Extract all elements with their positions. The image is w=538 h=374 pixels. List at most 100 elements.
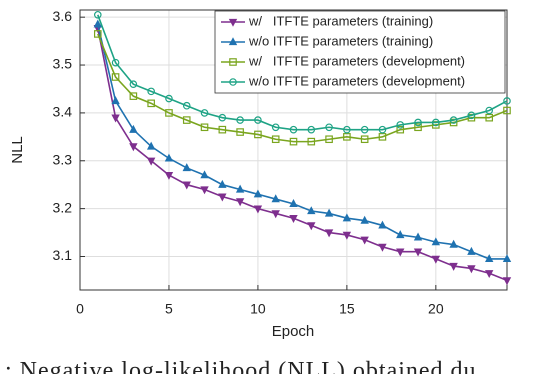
legend-marker (228, 37, 238, 46)
data-point (431, 237, 441, 246)
data-point (146, 141, 156, 150)
data-point (360, 215, 369, 224)
data-point (431, 255, 441, 264)
data-point (343, 125, 351, 134)
data-point (307, 222, 316, 231)
data-point (360, 135, 369, 144)
x-tick-label: 20 (428, 301, 444, 317)
data-point (449, 116, 458, 124)
data-point (111, 114, 120, 123)
data-point (324, 229, 334, 238)
data-point (129, 143, 138, 152)
data-point (289, 137, 298, 146)
data-point (485, 254, 494, 263)
data-point (146, 157, 156, 166)
data-point (111, 96, 120, 105)
data-point (235, 184, 245, 193)
data-point (360, 125, 369, 134)
data-point (93, 19, 102, 28)
y-tick-label: 3.3 (53, 151, 73, 167)
data-point (235, 198, 245, 207)
data-point (432, 118, 440, 127)
data-point (147, 87, 155, 96)
data-point (200, 109, 209, 117)
data-point (200, 186, 209, 195)
data-point (342, 231, 352, 240)
data-point (111, 73, 120, 81)
data-point (129, 80, 138, 88)
data-point (378, 220, 387, 229)
data-point (182, 181, 191, 190)
y-tick-label: 3.2 (53, 199, 73, 215)
data-point (271, 135, 280, 144)
data-point (253, 189, 263, 198)
data-point (254, 116, 262, 124)
y-tick-label: 3.1 (53, 247, 73, 263)
data-point (342, 213, 352, 222)
data-point (414, 118, 422, 127)
data-point (218, 125, 227, 134)
data-point (147, 99, 155, 108)
x-tick-label: 10 (250, 301, 266, 317)
x-tick-label: 5 (165, 301, 173, 317)
data-point (165, 109, 173, 117)
data-point (253, 205, 263, 214)
data-point (449, 262, 458, 271)
data-point (307, 206, 316, 215)
data-point (324, 208, 334, 217)
data-point (271, 210, 280, 219)
data-point (289, 199, 298, 208)
data-point (325, 123, 333, 132)
data-point (271, 194, 280, 203)
y-axis-label: NLL (9, 136, 26, 164)
data-point (503, 106, 511, 115)
data-point (93, 10, 102, 19)
series-line (97, 24, 507, 260)
legend-label: w/o ITFTE parameters (development) (248, 73, 465, 88)
data-point (502, 254, 512, 263)
data-point (93, 30, 102, 38)
data-point (378, 243, 387, 252)
data-point (200, 123, 209, 132)
legend-label: w/o ITFTE parameters (training) (248, 33, 433, 48)
y-tick-label: 3.4 (53, 104, 73, 120)
data-point (111, 58, 120, 67)
data-point (413, 248, 423, 257)
data-point (164, 171, 174, 180)
y-tick-label: 3.5 (53, 56, 73, 72)
data-point (289, 215, 298, 224)
data-point (254, 130, 262, 139)
data-point (129, 124, 138, 133)
data-point (467, 246, 476, 255)
data-point (236, 116, 244, 124)
data-point (414, 123, 422, 132)
data-point (236, 128, 244, 136)
data-point (467, 111, 476, 120)
data-point (396, 125, 405, 134)
data-point (485, 270, 494, 279)
y-tick-label: 3.6 (53, 8, 73, 24)
data-point (271, 123, 280, 132)
data-point (182, 101, 191, 110)
data-point (502, 277, 512, 286)
x-tick-label: 15 (339, 301, 355, 317)
plot-frame (79, 9, 508, 291)
data-point (218, 193, 227, 202)
legend-marker (229, 58, 237, 66)
data-point (325, 135, 333, 144)
data-point (218, 179, 227, 188)
data-point (396, 121, 405, 129)
data-point (449, 239, 458, 248)
data-point (307, 137, 316, 146)
data-point (360, 236, 369, 245)
data-point (200, 170, 209, 179)
data-point (378, 133, 387, 141)
data-point (218, 113, 227, 122)
data-point (467, 265, 476, 274)
legend-label: w/ ITFTE parameters (development) (248, 53, 465, 68)
data-point (165, 94, 173, 103)
data-point (307, 125, 316, 134)
caption: 1: Negative log-likelihood (NLL) obtaine… (0, 358, 477, 374)
data-point (485, 106, 494, 115)
